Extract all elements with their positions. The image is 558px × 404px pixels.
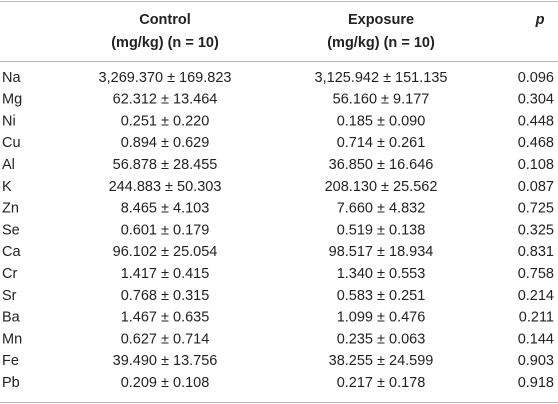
cell: 38.255 ± 24.599 [329,353,434,369]
row-label: Cu [2,135,21,151]
cell: 1.099 ± 0.476 [337,310,426,326]
column-header: (mg/kg) (n = 10) [327,35,435,51]
cell: 0.714 ± 0.261 [337,135,426,151]
row-label: Mg [2,92,22,108]
cell: 36.850 ± 16.646 [329,157,434,173]
cell: 208.130 ± 25.562 [325,179,438,195]
cell: 0.583 ± 0.251 [337,288,426,304]
cell: 0.209 ± 0.108 [121,375,210,391]
cell: 0.448 [518,113,554,129]
cell: 1.467 ± 0.635 [121,310,210,326]
row-label: K [2,179,12,195]
cell: 0.096 [518,70,554,86]
cell: 0.918 [518,375,554,391]
cell: 0.217 ± 0.178 [337,375,426,391]
cell: 8.465 ± 4.103 [121,201,210,217]
column-header: Exposure [348,12,414,28]
cell: 0.108 [518,157,554,173]
cell: 0.214 [518,288,554,304]
row-label: Ba [2,310,21,326]
cell: 0.627 ± 0.714 [121,331,210,347]
cell: 0.087 [518,179,554,195]
cell: 0.468 [518,135,554,151]
cell: 0.144 [518,331,554,347]
cell: 244.883 ± 50.303 [109,179,222,195]
cell: 0.325 [518,222,554,238]
row-label: Ni [2,113,16,129]
cell: 0.251 ± 0.220 [121,113,210,129]
cell: 0.185 ± 0.090 [337,113,426,129]
cell: 0.903 [518,353,554,369]
cell: 0.235 ± 0.063 [337,331,426,347]
cell: 7.660 ± 4.832 [337,201,426,217]
row-label: Cr [2,266,17,282]
cell: 56.160 ± 9.177 [333,92,430,108]
row-label: Na [2,70,21,86]
cell: 1.417 ± 0.415 [121,266,210,282]
column-header: p [535,12,545,28]
column-header: (mg/kg) (n = 10) [111,35,219,51]
cell: 0.725 [518,201,554,217]
cell: 0.519 ± 0.138 [337,222,426,238]
row-label: Ca [2,244,21,260]
row-label: Sr [2,288,17,304]
cell: 3,125.942 ± 151.135 [315,70,448,86]
cell: 0.894 ± 0.629 [121,135,210,151]
cell: 96.102 ± 25.054 [113,244,218,260]
row-label: Fe [2,353,19,369]
row-label: Pb [2,375,20,391]
cell: 0.211 [519,310,554,326]
cell: 39.490 ± 13.756 [113,353,218,369]
cell: 62.312 ± 13.464 [113,92,218,108]
row-label: Zn [2,201,19,217]
cell: 0.758 [518,266,554,282]
row-label: Se [2,222,20,238]
row-label: Al [2,157,15,173]
row-label: Mn [2,331,22,347]
cell: 1.340 ± 0.553 [337,266,426,282]
column-header: Control [139,12,191,28]
cell: 0.601 ± 0.179 [121,222,210,238]
cell: 0.304 [518,92,554,108]
cell: 98.517 ± 18.934 [329,244,434,260]
cell: 0.831 [518,244,554,260]
cell: 0.768 ± 0.315 [121,288,210,304]
cell: 3,269.370 ± 169.823 [99,70,232,86]
cell: 56.878 ± 28.455 [113,157,218,173]
